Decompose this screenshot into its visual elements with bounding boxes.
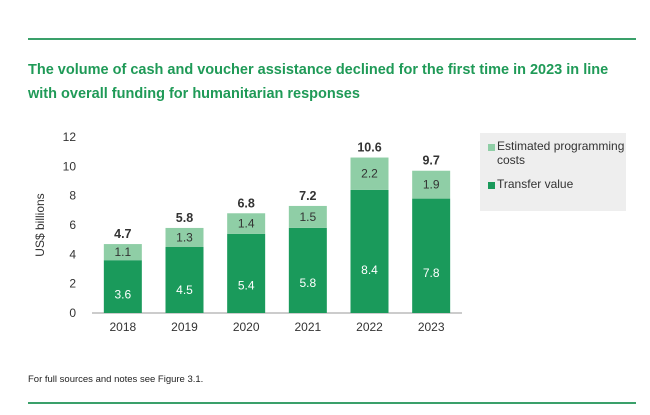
bar-transfer-value (412, 198, 451, 313)
x-tick-label: 2022 (356, 320, 383, 334)
y-tick-label: 8 (69, 189, 76, 203)
legend-swatch-programming-costs (488, 144, 495, 151)
bar-transfer-value (227, 233, 266, 313)
chart-title: The volume of cash and voucher assistanc… (28, 62, 609, 102)
bar-transfer-value (103, 260, 142, 313)
bar-programming-costs (288, 205, 327, 228)
data-label-transfer-value: 5.4 (238, 278, 255, 292)
data-label-transfer-value: 4.5 (176, 283, 193, 297)
x-tick-label: 2020 (233, 320, 260, 334)
footnote: For full sources and notes see Figure 3.… (28, 374, 204, 385)
total-label: 5.8 (176, 211, 193, 225)
y-tick-label: 4 (69, 247, 76, 261)
top-rule (28, 38, 636, 40)
legend: Estimated programming costs Transfer val… (480, 133, 626, 211)
legend-item-programming-costs: Estimated programming costs (488, 139, 625, 167)
bar-transfer-value (350, 189, 389, 313)
bar-transfer-value (165, 247, 204, 313)
total-label: 6.8 (237, 196, 254, 210)
data-label-programming-costs: 1.3 (176, 230, 193, 244)
data-label-transfer-value: 7.8 (423, 266, 440, 280)
legend-item-transfer-value: Transfer value (488, 177, 625, 191)
data-label-transfer-value: 3.6 (114, 288, 131, 302)
bar-programming-costs (165, 227, 204, 247)
bottom-rule (28, 402, 636, 404)
y-tick-label: 2 (69, 277, 76, 291)
bar-programming-costs (227, 213, 266, 234)
data-label-programming-costs: 1.4 (238, 217, 255, 231)
x-tick-label: 2021 (294, 320, 321, 334)
data-label-programming-costs: 1.5 (299, 210, 316, 224)
data-label-programming-costs: 1.1 (114, 245, 131, 259)
x-tick-label: 2023 (418, 320, 445, 334)
data-label-transfer-value: 8.4 (361, 263, 378, 277)
legend-label-programming-costs: Estimated programming costs (497, 139, 625, 167)
total-label: 4.7 (114, 227, 131, 241)
bar-programming-costs (412, 170, 451, 199)
y-tick-label: 10 (63, 159, 77, 173)
data-label-programming-costs: 2.2 (361, 167, 378, 181)
bar-programming-costs (103, 244, 142, 261)
legend-swatch-transfer-value (488, 182, 495, 189)
y-tick-label: 12 (63, 130, 77, 144)
data-label-programming-costs: 1.9 (423, 178, 440, 192)
data-label-transfer-value: 5.8 (299, 276, 316, 290)
y-tick-label: 6 (69, 218, 76, 232)
legend-label-transfer-value: Transfer value (497, 177, 574, 191)
total-label: 10.6 (357, 141, 381, 155)
bar-transfer-value (288, 227, 327, 313)
bar-programming-costs (350, 157, 389, 190)
total-label: 7.2 (299, 189, 316, 203)
x-tick-label: 2019 (171, 320, 198, 334)
y-tick-label: 0 (69, 306, 76, 320)
x-tick-label: 2018 (109, 320, 136, 334)
total-label: 9.7 (422, 154, 439, 168)
y-axis-title: US$ billions (33, 193, 47, 256)
